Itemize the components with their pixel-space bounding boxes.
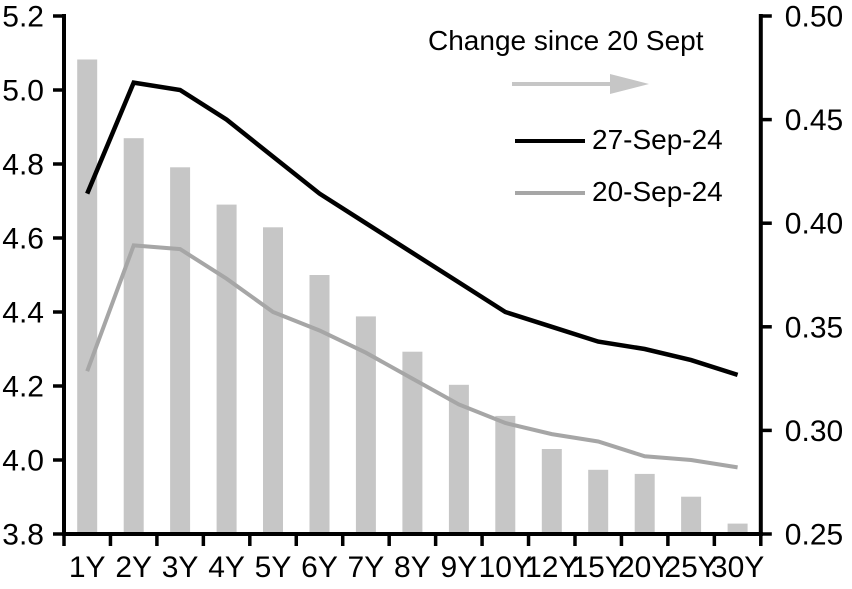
- bar-20Y: [634, 473, 655, 532]
- right-axis-label: 0.45: [785, 104, 843, 137]
- bar-9Y: [448, 384, 469, 532]
- bar-25Y: [681, 496, 702, 532]
- category-label-10Y: 10Y: [479, 551, 532, 584]
- right-axis-label: 0.40: [785, 208, 843, 241]
- bar-4Y: [216, 204, 237, 532]
- bar-5Y: [263, 227, 283, 533]
- category-label-5Y: 5Y: [255, 551, 292, 584]
- category-label-20Y: 20Y: [618, 551, 671, 584]
- category-label-3Y: 3Y: [162, 551, 199, 584]
- legend-title: Change since 20 Sept: [428, 25, 704, 56]
- category-label-8Y: 8Y: [394, 551, 431, 584]
- left-axis-label: 5.0: [2, 75, 44, 108]
- legend-label-20-sep: 20-Sep-24: [592, 176, 723, 207]
- line-series-20-sep-24: [85, 243, 738, 470]
- left-axis-label: 4.4: [2, 297, 44, 330]
- category-label-7Y: 7Y: [348, 551, 385, 584]
- bar-1Y: [77, 59, 98, 532]
- line-series-27-sep-24: [85, 80, 739, 378]
- bar-8Y: [402, 351, 423, 532]
- right-axis-label: 0.25: [785, 519, 843, 552]
- bar-3Y: [170, 167, 191, 533]
- category-label-2Y: 2Y: [115, 551, 152, 584]
- category-label-4Y: 4Y: [208, 551, 245, 584]
- bar-10Y: [495, 415, 516, 532]
- category-label-9Y: 9Y: [441, 551, 478, 584]
- legend-line-27-sep: [515, 139, 585, 143]
- category-label-6Y: 6Y: [301, 551, 338, 584]
- bar-7Y: [355, 316, 376, 532]
- bar-2Y: [123, 138, 144, 532]
- right-axis-label: 0.30: [785, 415, 843, 448]
- category-label-30Y: 30Y: [711, 551, 764, 584]
- left-axis-label: 5.2: [2, 1, 44, 34]
- left-axis-label: 3.8: [2, 519, 44, 552]
- bar-12Y: [541, 449, 562, 532]
- category-label-12Y: 12Y: [525, 551, 578, 584]
- left-axis-label: 4.8: [2, 149, 44, 182]
- left-axis-label: 4.6: [2, 223, 44, 256]
- category-label-25Y: 25Y: [664, 551, 717, 584]
- bar-6Y: [309, 275, 330, 532]
- left-axis-label: 4.2: [2, 371, 44, 404]
- right-axis-label: 0.50: [785, 1, 843, 34]
- bar-15Y: [588, 469, 609, 532]
- bar-30Y: [727, 523, 748, 532]
- category-label-15Y: 15Y: [572, 551, 625, 584]
- legend-label-27-sep: 27-Sep-24: [592, 124, 723, 155]
- left-axis-label: 4.0: [2, 445, 44, 478]
- change-arrow-icon: [512, 74, 649, 94]
- category-label-1Y: 1Y: [69, 551, 106, 584]
- right-axis-label: 0.35: [785, 311, 843, 344]
- legend-line-20-sep: [515, 191, 585, 195]
